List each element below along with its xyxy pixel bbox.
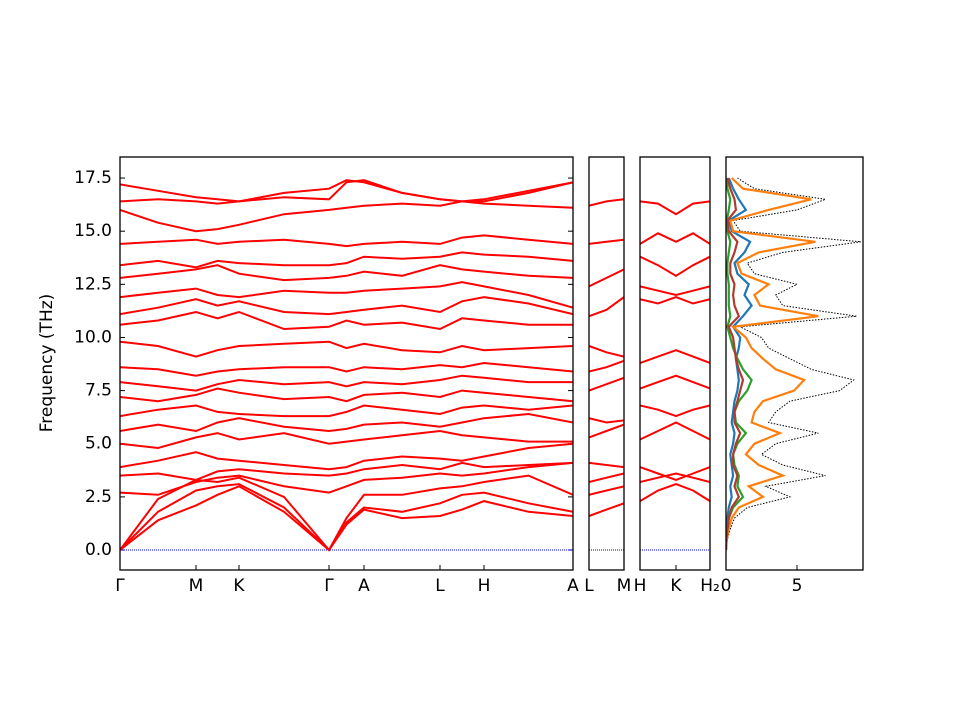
band (640, 472, 710, 483)
band (120, 340, 573, 358)
band (589, 296, 624, 318)
band (120, 296, 573, 316)
y-tick-label: 17.5 (74, 168, 112, 188)
band (589, 472, 624, 483)
x-tick-label: 0 (721, 576, 732, 596)
dos-curve (726, 177, 861, 551)
band (589, 268, 624, 288)
x-tick-label: L (584, 576, 594, 596)
band (120, 387, 573, 403)
band (120, 264, 573, 282)
dos-curve (726, 177, 745, 551)
x-tick-label: M (189, 576, 204, 596)
x-tick-label: 5 (792, 576, 803, 596)
band (120, 251, 573, 269)
band (120, 461, 573, 481)
x-tick-label: K (233, 576, 245, 596)
plot-frame (588, 156, 625, 571)
band (640, 232, 710, 245)
y-tick-label: 15.0 (74, 221, 112, 241)
band (640, 374, 710, 390)
band (589, 423, 624, 439)
band (120, 361, 573, 377)
band (589, 238, 624, 245)
plot-frame (119, 156, 574, 571)
band (589, 502, 624, 517)
y-tick-label: 2.5 (85, 487, 112, 507)
y-tick-label: 7.5 (85, 381, 112, 401)
band (120, 485, 573, 552)
dos-curve (726, 177, 753, 551)
x-tick-label: H₂ (700, 576, 720, 596)
y-axis-label: Frequency (THz) (37, 294, 57, 433)
x-tick-label: K (670, 576, 682, 596)
band (589, 485, 624, 496)
plot-frame (639, 156, 711, 571)
y-tick-label: 10.0 (74, 327, 112, 347)
y-tick-label: 5.0 (85, 434, 112, 454)
band (640, 296, 710, 305)
x-tick-label: H (478, 576, 491, 596)
dos-curve (726, 177, 819, 551)
band (120, 234, 573, 248)
y-tick-label: 0.0 (85, 540, 112, 560)
band (640, 421, 710, 441)
band (120, 374, 573, 392)
band (120, 179, 573, 203)
band (589, 345, 624, 358)
y-tick-label: 12.5 (74, 274, 112, 294)
band (640, 483, 710, 502)
x-tick-label: M (617, 576, 632, 596)
band (120, 442, 573, 471)
x-tick-label: Γ (324, 576, 334, 596)
band (120, 200, 573, 233)
band (120, 412, 573, 433)
x-tick-label: H (634, 576, 647, 596)
band (120, 281, 573, 309)
band (589, 198, 624, 207)
band (640, 200, 710, 216)
band (120, 179, 573, 205)
x-tick-label: A (358, 576, 370, 596)
band (640, 255, 710, 277)
band (640, 404, 710, 418)
band (589, 461, 624, 469)
band (120, 404, 573, 418)
band (640, 466, 710, 481)
x-tick-label: A (567, 576, 579, 596)
band (589, 417, 624, 424)
x-tick-label: L (435, 576, 445, 596)
band (120, 461, 573, 496)
band (120, 429, 573, 450)
plot-frame (725, 156, 864, 571)
band (120, 483, 573, 552)
band (589, 359, 624, 373)
band (120, 310, 573, 331)
x-tick-label: Γ (115, 576, 125, 596)
band (640, 349, 710, 364)
band (640, 285, 710, 297)
band (589, 376, 624, 392)
